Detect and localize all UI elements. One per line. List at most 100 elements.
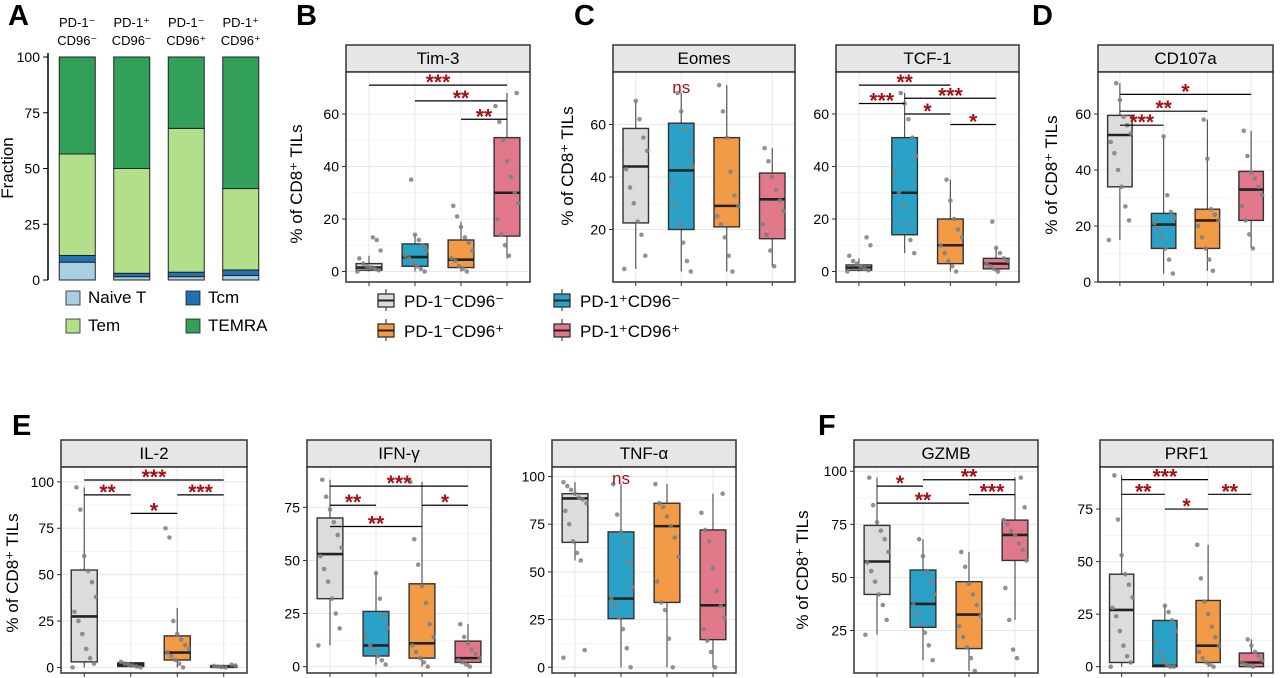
data-point (1126, 218, 1132, 223)
data-point (1121, 114, 1126, 120)
significance-stars: * (969, 111, 978, 134)
data-point (720, 491, 725, 497)
data-point (878, 528, 884, 534)
data-point (1008, 528, 1014, 534)
data-point (182, 642, 188, 648)
data-point (493, 103, 498, 109)
legend-label: PD-1⁻CD96⁺ (404, 322, 504, 341)
plot-frame (60, 466, 248, 674)
data-point (1152, 220, 1157, 226)
data-point (854, 261, 860, 266)
legend-label: Naive T (88, 288, 146, 307)
data-point (896, 190, 902, 196)
y-tick-label: 20 (1075, 218, 1091, 234)
data-point (639, 232, 644, 238)
stack-segment-tcm (167, 271, 205, 278)
data-point (702, 527, 708, 533)
data-point (628, 664, 633, 670)
data-point (323, 494, 329, 500)
data-point (470, 248, 475, 253)
box (493, 136, 521, 237)
data-point (690, 164, 696, 169)
data-point (1006, 617, 1012, 623)
data-point (955, 227, 961, 232)
data-point (623, 166, 629, 172)
data-point (880, 602, 886, 608)
y-axis-title-c: % of CD8⁺ TILs (558, 106, 577, 225)
stack-segment-tem (58, 153, 96, 256)
y-tick-label: 75 (529, 516, 545, 532)
data-point (329, 596, 335, 601)
data-point (910, 135, 915, 140)
y-tick-label: 0 (821, 264, 829, 280)
data-point (1166, 609, 1171, 615)
box-panels: Tim-30204060*******Eomes204060nsTCF-1020… (31, 44, 1274, 677)
box (667, 122, 695, 231)
legend-swatch (185, 318, 201, 334)
data-point (174, 631, 180, 637)
data-point (1252, 649, 1258, 655)
data-point (408, 479, 413, 485)
data-point (1128, 660, 1134, 665)
data-point (1194, 542, 1200, 548)
facet-strip (306, 439, 492, 468)
data-point (1166, 257, 1172, 262)
data-point (978, 613, 983, 618)
data-point (850, 258, 856, 264)
data-point (962, 564, 968, 570)
y-tick-label: 75 (831, 516, 847, 532)
category-label: CD96⁺ (221, 33, 261, 48)
data-point (415, 562, 421, 567)
y-tick-label: 0 (331, 264, 339, 280)
data-point (716, 82, 722, 88)
y-tick-label: 0 (1083, 274, 1091, 290)
data-point (574, 550, 580, 556)
y-tick-label: 0 (46, 659, 54, 675)
data-point (666, 636, 672, 641)
data-point (219, 664, 225, 670)
data-point (673, 200, 678, 206)
significance-stars: * (896, 472, 905, 495)
data-point (319, 477, 325, 483)
data-point (1250, 664, 1256, 669)
stack-segment-naive-t (222, 275, 260, 281)
data-point (1130, 595, 1135, 600)
data-point (662, 607, 668, 613)
data-point (845, 269, 850, 274)
stack-segment-naive-t (167, 276, 205, 281)
significance-stars: ** (1135, 480, 1152, 503)
data-point (1204, 660, 1209, 665)
data-point (78, 507, 83, 512)
data-point (630, 584, 635, 590)
data-point (620, 626, 626, 632)
data-point (1208, 206, 1214, 212)
data-point (333, 611, 339, 616)
data-point (186, 646, 192, 652)
data-point (1020, 547, 1026, 553)
data-point (988, 263, 993, 269)
data-point (1022, 505, 1027, 510)
data-point (321, 566, 327, 572)
data-point (91, 661, 97, 667)
facet-title: IFN-γ (378, 444, 420, 463)
data-point (675, 90, 680, 96)
data-point (868, 242, 873, 248)
data-point (1169, 618, 1175, 623)
data-point (337, 626, 342, 631)
data-point (898, 90, 904, 96)
y-tick-label: 25 (1077, 606, 1093, 622)
data-point (660, 504, 666, 510)
data-point (760, 221, 765, 227)
data-point (1212, 212, 1218, 218)
data-point (914, 611, 920, 616)
data-point (1159, 234, 1165, 240)
data-point (773, 187, 779, 193)
data-point (882, 536, 888, 542)
data-point (87, 655, 93, 661)
legend-swatch (185, 290, 201, 306)
y-axis-title-b: % of CD8⁺ TILs (287, 124, 306, 243)
box (316, 517, 344, 600)
data-point (970, 592, 976, 597)
